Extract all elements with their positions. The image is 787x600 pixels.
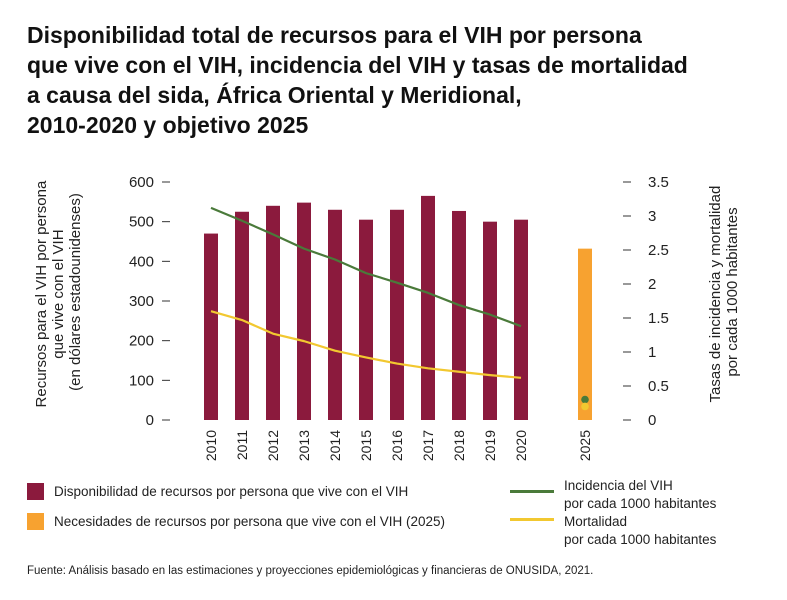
x-tick-label: 2011: [234, 430, 250, 460]
source-note: Fuente: Análisis basado en las estimacio…: [27, 565, 594, 577]
bar: [328, 209, 342, 420]
legend-label-resources: Disponibilidad de recursos por persona q…: [54, 484, 409, 499]
legend-label-incidence: Incidencia del VIH por cada 1000 habitan…: [564, 477, 716, 513]
x-tick-label: 2020: [513, 430, 529, 461]
y-axis-left-label-line: Recursos para el VIH por persona: [33, 180, 50, 407]
legend-swatch-mortality: [510, 518, 554, 521]
title-line: Disponibilidad total de recursos para el…: [27, 22, 642, 48]
y-tick-label-left: 300: [129, 293, 154, 310]
x-tick-label: 2025: [577, 430, 593, 461]
x-tick-label: 2019: [482, 430, 498, 461]
legend-label-mortality: Mortalidad por cada 1000 habitantes: [564, 513, 716, 549]
bar: [483, 221, 497, 420]
chart-title: Disponibilidad total de recursos para el…: [27, 20, 777, 140]
y-tick-label-left: 500: [129, 214, 154, 231]
y-tick-label-right: 2: [648, 276, 656, 293]
y-tick-label-right: 2.5: [648, 242, 669, 259]
x-tick-label: 2017: [420, 430, 436, 461]
y-tick-label-left: 0: [146, 412, 154, 429]
bar: [235, 211, 249, 420]
y-tick-label-right: 0: [648, 412, 656, 429]
bar: [421, 195, 435, 420]
y-tick-label-right: 3.5: [648, 174, 669, 191]
target-point: [581, 402, 589, 411]
y-axis-left-label: Recursos para el VIH por persona que viv…: [33, 177, 84, 408]
y-axis-left-label-line: que vive con el VIH: [50, 229, 67, 358]
bar: [578, 248, 592, 420]
x-tick-label: 2015: [358, 430, 374, 461]
y-tick-label-right: 3: [648, 208, 656, 225]
bars: [204, 195, 592, 420]
y-tick-label-left: 400: [129, 253, 154, 270]
y-axis-left-label-line: (en dólares estadounidenses): [67, 193, 84, 391]
title-line: que vive con el VIH, incidencia del VIH …: [27, 52, 688, 78]
y-tick-label-right: 1.5: [648, 310, 669, 327]
x-tick-label: 2012: [265, 430, 281, 461]
y-tick-label-left: 200: [129, 333, 154, 350]
title-line: a causa del sida, África Oriental y Meri…: [27, 82, 522, 108]
bar: [390, 209, 404, 420]
x-tick-label: 2016: [389, 430, 405, 461]
x-tick-labels: 2010 2011 2012 2013 2014 2015 2016 2017 2018 2019…: [203, 430, 593, 461]
bar: [266, 205, 280, 420]
x-tick-label: 2010: [203, 430, 219, 461]
title-line: 2010-2020 y objetivo 2025: [27, 112, 309, 138]
y-axis-right-label-line: Tasas de incidencia y mortalidad: [707, 186, 724, 403]
legend-swatch-needs: [27, 513, 44, 530]
lines: [210, 206, 589, 411]
x-tick-label: 2013: [296, 430, 312, 461]
target-point: [581, 395, 589, 404]
bar: [297, 202, 311, 420]
y-tick-label-right: 0.5: [648, 378, 669, 395]
legend-label-needs: Necesidades de recursos por persona que …: [54, 514, 445, 529]
legend-label-line: Incidencia del VIH: [564, 478, 673, 493]
bar: [514, 219, 528, 420]
right-axis: 0 0.5 1 1.5 2 2.5 3 3.5: [623, 174, 669, 429]
series-line: [210, 310, 522, 379]
bar: [204, 233, 218, 420]
x-tick-label: 2018: [451, 430, 467, 461]
y-tick-label-left: 100: [129, 372, 154, 389]
bar: [359, 219, 373, 420]
x-tick-label: 2014: [327, 430, 343, 461]
legend-label-line: Mortalidad: [564, 514, 628, 529]
legend-label-line: por cada 1000 habitantes: [564, 532, 717, 547]
left-axis: 0 100 200 300 400 500 600: [129, 174, 170, 429]
y-axis-right-label: Tasas de incidencia y mortalidad por cad…: [707, 182, 741, 403]
y-axis-right-label-line: por cada 1000 habitantes: [724, 207, 741, 376]
y-tick-label-left: 600: [129, 174, 154, 191]
y-tick-label-right: 1: [648, 344, 656, 361]
legend-swatch-resources: [27, 483, 44, 500]
legend-swatch-incidence: [510, 490, 554, 493]
series-line: [210, 206, 522, 328]
bar: [452, 210, 466, 420]
legend-label-line: por cada 1000 habitantes: [564, 496, 717, 511]
